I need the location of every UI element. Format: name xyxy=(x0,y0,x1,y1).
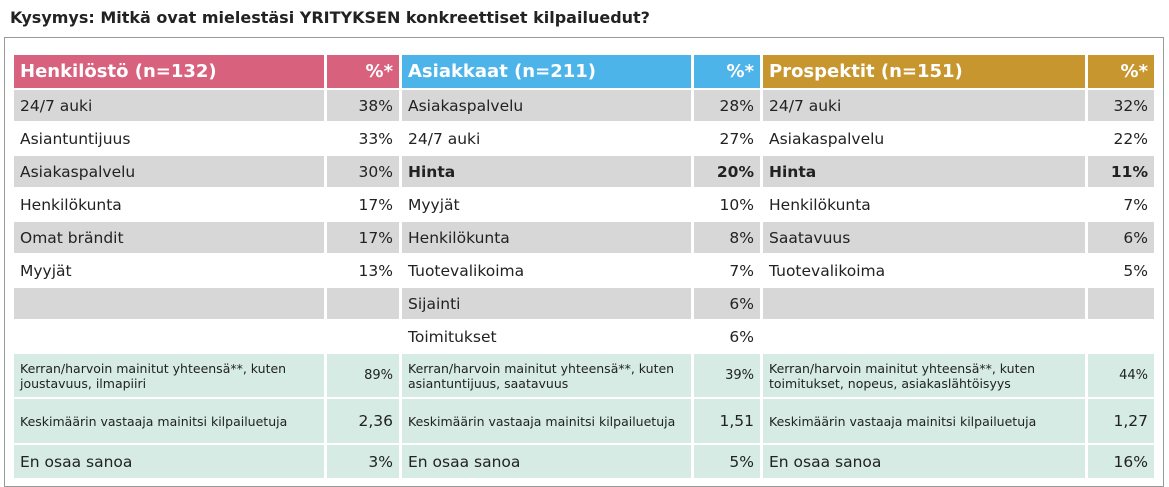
average-label: Keskimäärin vastaaja mainitsi kilpailuet… xyxy=(763,399,1085,443)
row-percent: 5% xyxy=(1088,255,1154,286)
row-label: Asiakaspalvelu xyxy=(402,90,691,121)
dont-know-value: 16% xyxy=(1088,445,1154,478)
row-percent: 11% xyxy=(1088,156,1154,187)
row-label: 24/7 auki xyxy=(402,123,691,154)
row-label: Tuotevalikoima xyxy=(402,255,691,286)
row-label: Henkilökunta xyxy=(402,222,691,253)
row-percent: 7% xyxy=(1088,189,1154,220)
mentioned-label: Kerran/harvoin mainitut yhteensä**, kute… xyxy=(402,354,691,397)
row-label: Asiakaspalvelu xyxy=(14,156,324,187)
row-percent: 30% xyxy=(327,156,399,187)
row-label: 24/7 auki xyxy=(763,90,1085,121)
mentioned-label: Kerran/harvoin mainitut yhteensä**, kute… xyxy=(14,354,324,397)
row-label: Tuotevalikoima xyxy=(763,255,1085,286)
row-percent: 7% xyxy=(694,255,760,286)
row-label: Hinta xyxy=(402,156,691,187)
percent-header: %* xyxy=(1088,55,1154,88)
row-label: Henkilökunta xyxy=(763,189,1085,220)
group-header: Prospektit (n=151) xyxy=(763,55,1085,88)
row-percent: 6% xyxy=(1088,222,1154,253)
dont-know-label: En osaa sanoa xyxy=(763,445,1085,478)
row-label xyxy=(14,321,324,352)
row-percent: 32% xyxy=(1088,90,1154,121)
average-value: 1,51 xyxy=(694,399,760,443)
row-percent: 17% xyxy=(327,189,399,220)
row-label: Toimitukset xyxy=(402,321,691,352)
mentioned-label: Kerran/harvoin mainitut yhteensä**, kute… xyxy=(763,354,1085,397)
row-percent xyxy=(1088,288,1154,319)
row-percent: 33% xyxy=(327,123,399,154)
row-label xyxy=(763,321,1085,352)
dont-know-value: 3% xyxy=(327,445,399,478)
row-percent xyxy=(1088,321,1154,352)
row-percent: 28% xyxy=(694,90,760,121)
percent-header: %* xyxy=(694,55,760,88)
row-label: Asiantuntijuus xyxy=(14,123,324,154)
percent-header: %* xyxy=(327,55,399,88)
row-label: Henkilökunta xyxy=(14,189,324,220)
row-label: Omat brändit xyxy=(14,222,324,253)
row-label: Asiakaspalvelu xyxy=(763,123,1085,154)
row-percent: 27% xyxy=(694,123,760,154)
mentioned-value: 89% xyxy=(327,354,399,397)
dont-know-label: En osaa sanoa xyxy=(402,445,691,478)
row-label xyxy=(14,288,324,319)
dont-know-label: En osaa sanoa xyxy=(14,445,324,478)
average-value: 1,27 xyxy=(1088,399,1154,443)
row-percent: 8% xyxy=(694,222,760,253)
row-percent: 17% xyxy=(327,222,399,253)
row-percent: 38% xyxy=(327,90,399,121)
row-percent: 13% xyxy=(327,255,399,286)
group-header: Asiakkaat (n=211) xyxy=(402,55,691,88)
group-header: Henkilöstö (n=132) xyxy=(14,55,324,88)
row-label: Myyjät xyxy=(14,255,324,286)
row-percent: 20% xyxy=(694,156,760,187)
row-percent: 22% xyxy=(1088,123,1154,154)
average-label: Keskimäärin vastaaja mainitsi kilpailuet… xyxy=(14,399,324,443)
row-label: Saatavuus xyxy=(763,222,1085,253)
row-percent xyxy=(327,288,399,319)
row-label xyxy=(763,288,1085,319)
row-percent xyxy=(327,321,399,352)
mentioned-value: 39% xyxy=(694,354,760,397)
comparison-table: Henkilöstö (n=132) %* Asiakkaat (n=211) %* P… xyxy=(14,55,1154,478)
row-percent: 6% xyxy=(694,288,760,319)
mentioned-value: 44% xyxy=(1088,354,1154,397)
dont-know-value: 5% xyxy=(694,445,760,478)
row-percent: 10% xyxy=(694,189,760,220)
row-percent: 6% xyxy=(694,321,760,352)
row-label: Hinta xyxy=(763,156,1085,187)
title: Kysymys: Mitkä ovat mielestäsi YRITYKSEN… xyxy=(10,8,650,27)
row-label: Myyjät xyxy=(402,189,691,220)
average-value: 2,36 xyxy=(327,399,399,443)
average-label: Keskimäärin vastaaja mainitsi kilpailuet… xyxy=(402,399,691,443)
row-label: 24/7 auki xyxy=(14,90,324,121)
row-label: Sijainti xyxy=(402,288,691,319)
